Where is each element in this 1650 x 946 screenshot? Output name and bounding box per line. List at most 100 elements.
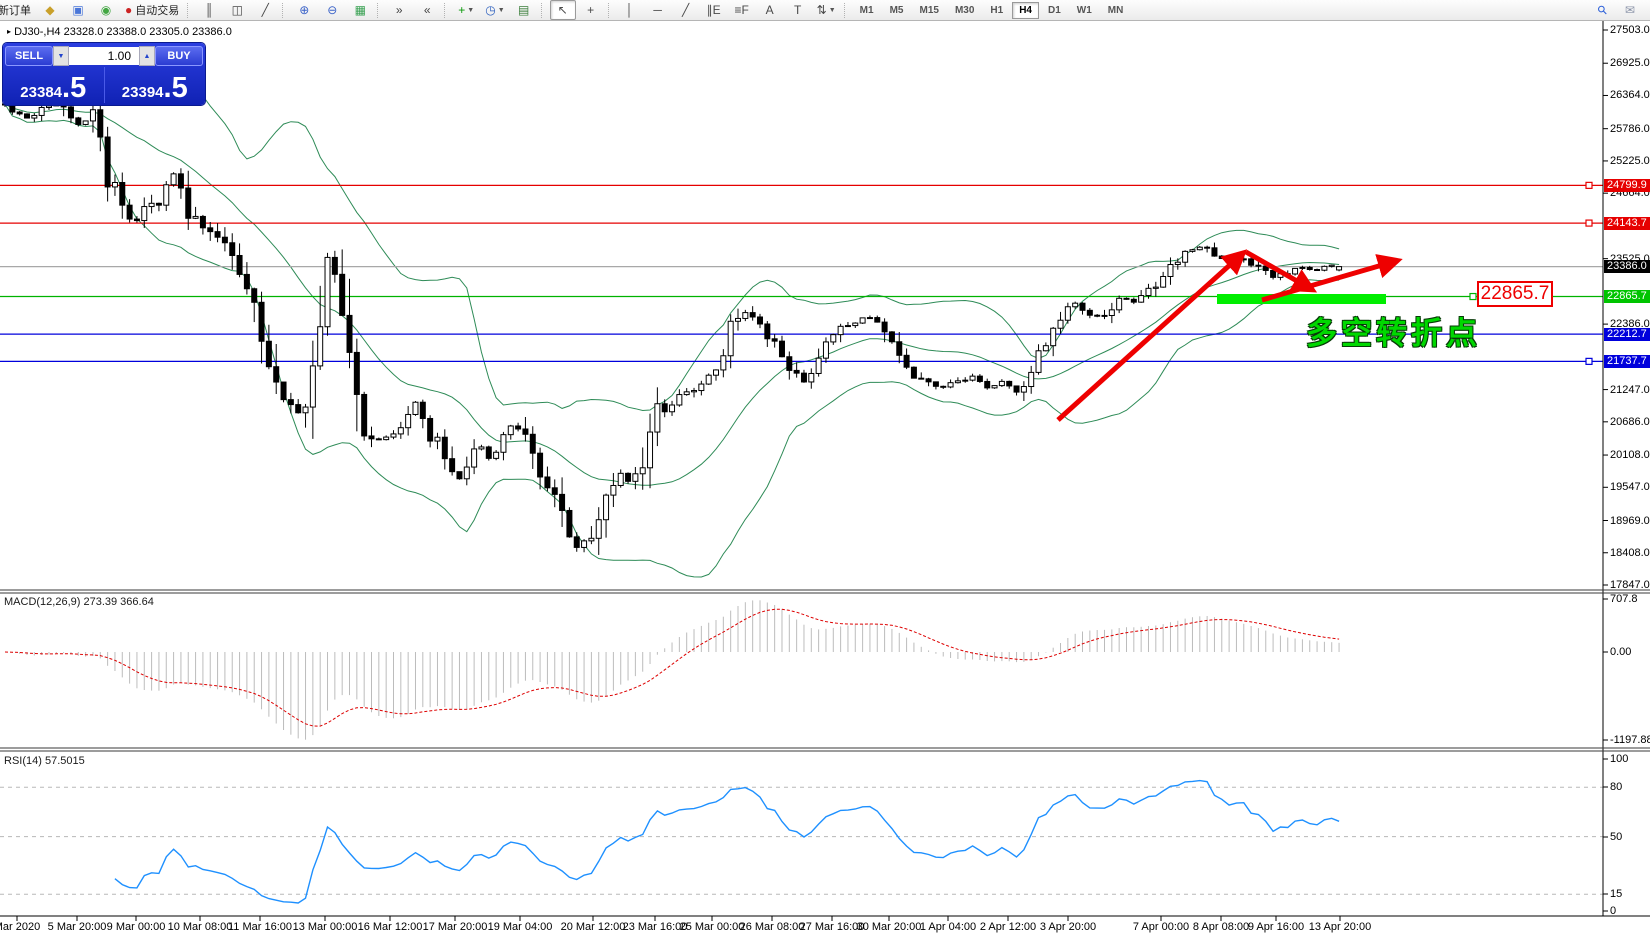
time-axis-label: 13 Mar 00:00 bbox=[292, 921, 358, 933]
signals-icon: ◉ bbox=[100, 3, 112, 17]
volume-decrease-button[interactable]: ▼ bbox=[53, 46, 69, 66]
auto-scroll-icon: » bbox=[395, 3, 403, 17]
timeframe-button-m1[interactable]: M1 bbox=[859, 4, 874, 16]
terminal-icon[interactable]: ▣ bbox=[65, 0, 91, 20]
trendline-icon[interactable]: ╱ bbox=[673, 0, 699, 20]
zoom-in-icon: ⊕ bbox=[299, 3, 310, 17]
vertical-line-icon: │ bbox=[625, 3, 634, 17]
timeframe-button-w1[interactable]: W1 bbox=[1076, 4, 1092, 16]
chat-icon[interactable]: ✉ bbox=[1617, 0, 1643, 20]
arrows-icon[interactable]: ⇅ ▼ bbox=[813, 0, 840, 20]
periods-icon[interactable]: ◷ ▼ bbox=[481, 0, 508, 20]
rsi-axis-tick: 80 bbox=[1610, 781, 1623, 793]
chart-header: ▸ DJ30-,H4 23328.0 23388.0 23305.0 23386… bbox=[7, 26, 232, 38]
bar-chart-icon: ║ bbox=[204, 3, 214, 17]
timeframe-button-m30[interactable]: M30 bbox=[954, 4, 975, 16]
macd-axis-tick: -1197.88 bbox=[1610, 734, 1650, 746]
price-callout-box[interactable]: 22865.7 bbox=[1477, 281, 1553, 307]
crosshair-icon: + bbox=[587, 3, 595, 17]
macd-axis-tick: 707.8 bbox=[1610, 593, 1638, 605]
time-axis-label: 9 Mar 00:00 bbox=[106, 921, 166, 933]
line-chart-icon[interactable]: ╱ bbox=[252, 0, 278, 20]
time-axis-label: 16 Mar 12:00 bbox=[357, 921, 423, 933]
zoom-out-icon[interactable]: ⊖ bbox=[319, 0, 345, 20]
terminal-icon: ▣ bbox=[72, 3, 84, 17]
chart-symbol-period: DJ30-,H4 bbox=[14, 26, 61, 38]
vertical-line-icon[interactable]: │ bbox=[617, 0, 643, 20]
tile-windows-icon[interactable]: ▦ bbox=[347, 0, 373, 20]
time-axis-label: 13 Apr 20:00 bbox=[1308, 921, 1372, 933]
text-label-icon[interactable]: T bbox=[785, 0, 811, 20]
symbol-marker-icon: ▸ bbox=[7, 27, 12, 36]
main-toolbar: 新订单 ◆ ▣ ◉ ● 自动交易 ║ ◫ ╱ ⊕ ⊖ ▦» «+ ▼ ◷ ▼ ▤ ↖ + │ ─ ╱ ∥E ≡F A T ⇅ ▼ M1 M… bbox=[0, 0, 1650, 21]
time-axis-label: 11 Mar 16:00 bbox=[227, 921, 293, 933]
rsi-axis-tick: 15 bbox=[1610, 888, 1623, 900]
chart-shift-icon[interactable]: « bbox=[414, 0, 440, 20]
toolbar-separator bbox=[377, 2, 382, 18]
channel-icon[interactable]: ∥E bbox=[701, 0, 727, 20]
toolbar-separator bbox=[282, 2, 287, 18]
templates-icon[interactable]: ▤ bbox=[511, 0, 537, 20]
fibonacci-icon: ≡F bbox=[734, 3, 749, 17]
cursor-icon[interactable]: ↖ bbox=[549, 0, 576, 20]
candlestick-chart-icon[interactable]: ◫ bbox=[224, 0, 250, 20]
price-axis-tick: 22386.0 bbox=[1610, 318, 1650, 331]
toolbar-separator bbox=[444, 2, 449, 18]
buy-button[interactable]: BUY bbox=[155, 46, 203, 66]
horizontal-line-icon[interactable]: ─ bbox=[645, 0, 671, 20]
sell-price-frac: .5 bbox=[62, 71, 87, 104]
timeframe-button-h1[interactable]: H1 bbox=[990, 4, 1004, 16]
volume-increase-button[interactable]: ▲ bbox=[139, 46, 155, 66]
time-axis-label: 20 Mar 12:00 bbox=[560, 921, 626, 933]
price-axis-tick: 26364.0 bbox=[1610, 89, 1650, 102]
chart-ohlc-values: 23328.0 23388.0 23305.0 23386.0 bbox=[63, 26, 232, 38]
price-axis-tick: 20108.0 bbox=[1610, 449, 1650, 462]
periods-icon: ◷ bbox=[485, 3, 496, 17]
time-axis-label: 30 Mar 20:00 bbox=[856, 921, 922, 933]
time-axis-label: 5 Mar 20:00 bbox=[47, 921, 107, 933]
timeframe-button-d1[interactable]: D1 bbox=[1047, 4, 1061, 16]
templates-icon: ▤ bbox=[518, 3, 530, 17]
time-axis-label: Mar 2020 bbox=[0, 921, 41, 933]
new-order-button[interactable]: 新订单 bbox=[0, 0, 35, 20]
text-icon: A bbox=[765, 3, 774, 17]
timeframe-button-m5[interactable]: M5 bbox=[889, 4, 904, 16]
volume-input[interactable]: 1.00 bbox=[69, 47, 139, 65]
chart-shift-icon: « bbox=[423, 3, 431, 17]
new-order-button-label: 新订单 bbox=[0, 5, 31, 17]
auto-scroll-icon[interactable]: » bbox=[386, 0, 412, 20]
chat-icon: ✉ bbox=[1624, 3, 1636, 17]
buy-price-main: 23394 bbox=[121, 84, 164, 101]
timeframe-button-mn[interactable]: MN bbox=[1107, 4, 1124, 16]
timeframe-button-h4[interactable]: H4 bbox=[1012, 1, 1039, 19]
price-axis-tick: 25786.0 bbox=[1610, 122, 1650, 135]
dropdown-arrow-icon: ▼ bbox=[467, 6, 475, 14]
line-chart-icon: ╱ bbox=[261, 3, 269, 17]
buy-price-frac: .5 bbox=[163, 71, 188, 104]
cursor-icon: ↖ bbox=[557, 3, 568, 17]
sell-button[interactable]: SELL bbox=[5, 46, 53, 66]
signals-icon[interactable]: ◉ bbox=[93, 0, 119, 20]
sell-price[interactable]: 23384 .5 bbox=[3, 67, 105, 103]
search-icon[interactable]: ⚲ bbox=[1589, 0, 1615, 20]
text-icon[interactable]: A bbox=[757, 0, 783, 20]
zoom-in-icon[interactable]: ⊕ bbox=[291, 0, 317, 20]
dropdown-arrow-icon: ▼ bbox=[497, 6, 505, 14]
price-line-label: 21737.7 bbox=[1604, 354, 1650, 368]
price-axis-tick: 18969.0 bbox=[1610, 514, 1650, 527]
sell-price-main: 23384 bbox=[20, 84, 63, 101]
chart-window-icon[interactable]: ◆ bbox=[37, 0, 63, 20]
buy-price[interactable]: 23394 .5 bbox=[105, 67, 206, 103]
fibonacci-icon[interactable]: ≡F bbox=[729, 0, 755, 20]
crosshair-icon[interactable]: + bbox=[578, 0, 604, 20]
indicators-icon[interactable]: + ▼ bbox=[453, 0, 479, 20]
auto-trading-button[interactable]: ● 自动交易 bbox=[121, 0, 183, 20]
timeframe-button-m15[interactable]: M15 bbox=[919, 4, 939, 16]
toolbar-separator bbox=[540, 2, 546, 18]
bar-chart-icon[interactable]: ║ bbox=[196, 0, 222, 20]
arrows-icon: ⇅ bbox=[816, 3, 827, 17]
rsi-axis-tick: 100 bbox=[1610, 753, 1629, 765]
auto-trading-button: ● bbox=[125, 3, 133, 17]
price-line-label: 23386.0 bbox=[1604, 260, 1650, 274]
